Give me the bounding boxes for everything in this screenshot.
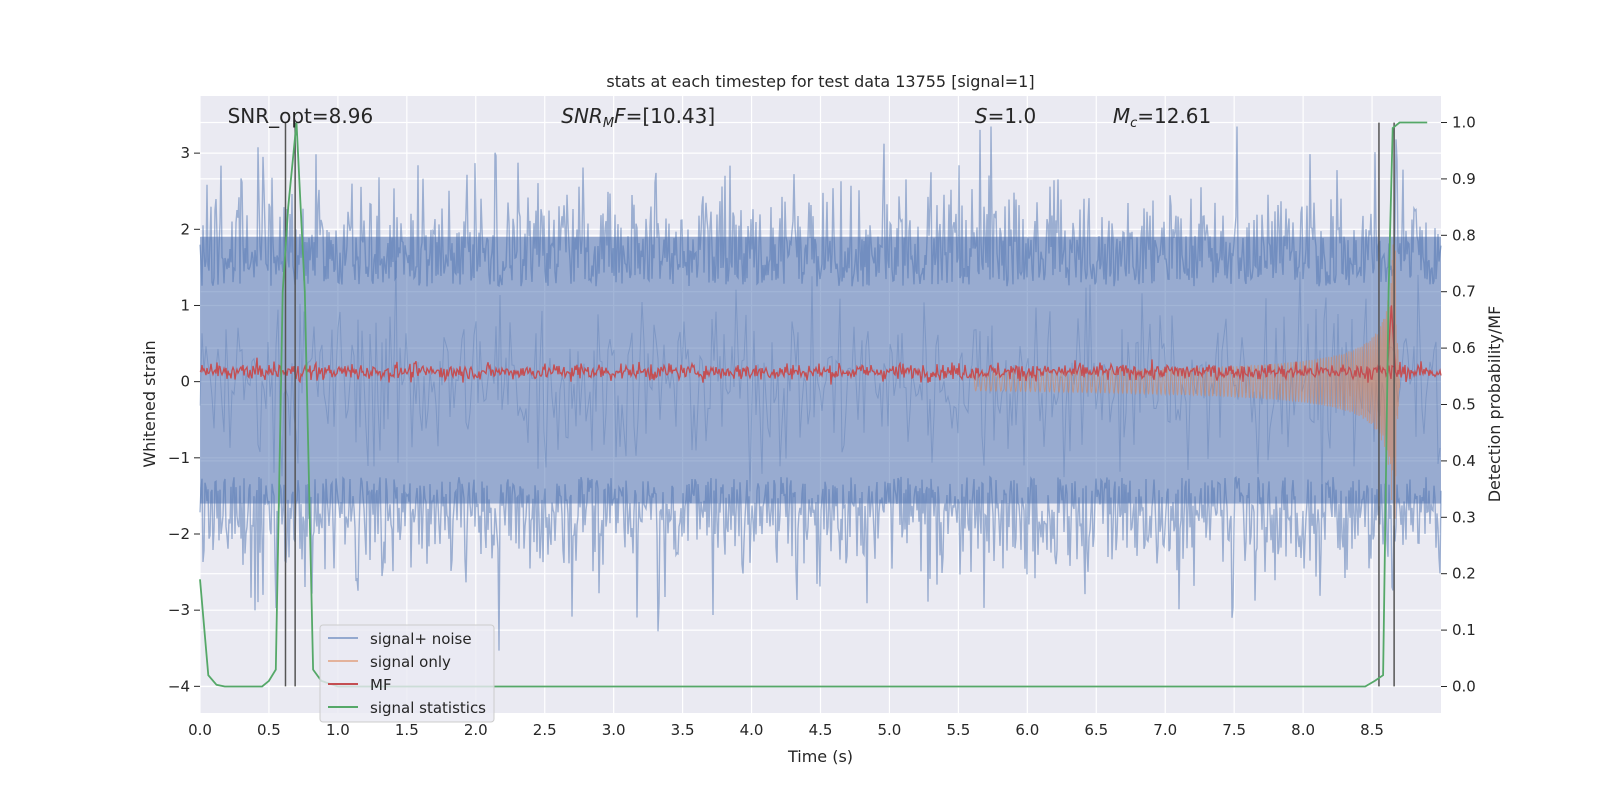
- x-tick-label: 7.0: [1153, 721, 1177, 739]
- legend-label-signal-only: signal only: [370, 653, 451, 671]
- y2-tick-label: 1.0: [1452, 114, 1476, 132]
- annotation-part: F: [614, 104, 626, 128]
- x-tick-label: 7.5: [1222, 721, 1246, 739]
- y2-tick-label: 0.3: [1452, 508, 1476, 526]
- noise-lower-trace: [199, 475, 1442, 651]
- y2-tick-label: 0.4: [1452, 452, 1476, 470]
- x-tick-labels: 0.0 0.5 1.0 1.5 2.0 2.5 3.0 3.5 4.0 4.5 5.0 5.5 6.0 6…: [188, 721, 1384, 739]
- series-signal-only: [971, 244, 1401, 519]
- y2-tick-label: 0.0: [1452, 677, 1476, 695]
- x-tick-label: 6.5: [1084, 721, 1108, 739]
- y-tick-label: −1: [168, 449, 190, 467]
- y2-tick-label: 0.9: [1452, 170, 1476, 188]
- annotation-text: Mc=12.61: [1113, 104, 1211, 131]
- vertical-markers: [284, 122, 1395, 687]
- annotation-part: SNR: [561, 104, 603, 128]
- annotation-part: =12.61: [1137, 104, 1211, 128]
- y-tick-label: 0: [180, 373, 190, 391]
- annotation-text: S=1.0: [975, 104, 1036, 128]
- y-axis-label: Whitened strain: [140, 340, 159, 467]
- legend-label-signal-noise: signal+ noise: [370, 630, 472, 648]
- y2-tick-label: 0.5: [1452, 396, 1476, 414]
- annotations: SNR_opt=8.96 SNRMF=[10.43] S=1.0 Mc=12.61: [228, 104, 1212, 131]
- y2-tick-labels: 0.0 0.1 0.2 0.3 0.4 0.5 0.6 0.7 0.8 0.9 1.0: [1441, 114, 1476, 695]
- annotation-text: SNRMF=[10.43]: [561, 104, 715, 131]
- annotation-part: =[10.43]: [626, 104, 716, 128]
- y2-tick-label: 0.1: [1452, 621, 1476, 639]
- x-tick-label: 1.5: [395, 721, 419, 739]
- y2-axis-label: Detection probability/MF: [1485, 306, 1504, 503]
- annotation-part: M: [603, 116, 614, 131]
- annotation-part: S: [975, 104, 988, 128]
- y-tick-label: 2: [180, 220, 190, 238]
- x-tick-label: 4.5: [809, 721, 833, 739]
- y-tick-label: −4: [168, 677, 190, 695]
- noise-upper-trace: [199, 126, 1442, 288]
- x-tick-label: 8.0: [1291, 721, 1315, 739]
- y-tick-label: 1: [180, 296, 190, 314]
- mf-trace: [199, 357, 1442, 385]
- annotation-part: SNR_opt=8.96: [228, 104, 374, 128]
- annotation-part: M: [1113, 104, 1130, 128]
- y-tick-label: 3: [180, 144, 190, 162]
- chirp-trace: [971, 244, 1401, 519]
- annotation-text: SNR_opt=8.96: [228, 104, 374, 128]
- annotation-part: c: [1130, 116, 1137, 131]
- x-axis-label: Time (s): [787, 747, 853, 766]
- chart-title: stats at each timestep for test data 137…: [606, 72, 1034, 91]
- x-tick-label: 2.5: [533, 721, 557, 739]
- x-tick-label: 3.5: [671, 721, 695, 739]
- x-tick-label: 3.0: [602, 721, 626, 739]
- y-tick-label: −2: [168, 525, 190, 543]
- y-tick-label: −3: [168, 601, 190, 619]
- y2-tick-label: 0.7: [1452, 283, 1476, 301]
- x-tick-label: 0.0: [188, 721, 212, 739]
- x-tick-label: 8.5: [1360, 721, 1384, 739]
- x-tick-label: 1.0: [326, 721, 350, 739]
- noise-core-trace: [199, 260, 1441, 504]
- legend-label-signal-statistics: signal statistics: [370, 699, 486, 717]
- y2-tick-label: 0.8: [1452, 226, 1476, 244]
- x-tick-label: 6.0: [1015, 721, 1039, 739]
- legend-label-mf: MF: [370, 676, 392, 694]
- y2-tick-label: 0.6: [1452, 339, 1476, 357]
- x-tick-label: 5.0: [878, 721, 902, 739]
- y2-tick-label: 0.2: [1452, 565, 1476, 583]
- x-tick-label: 4.0: [740, 721, 764, 739]
- legend: signal+ noise signal only MF signal stat…: [319, 624, 495, 723]
- y-tick-labels: −4 −3 −2 −1 0 1 2 3: [168, 144, 200, 695]
- x-tick-label: 0.5: [257, 721, 281, 739]
- x-tick-label: 5.5: [946, 721, 970, 739]
- x-tick-label: 2.0: [464, 721, 488, 739]
- legend-frame: [319, 624, 495, 723]
- annotation-part: =1.0: [988, 104, 1037, 128]
